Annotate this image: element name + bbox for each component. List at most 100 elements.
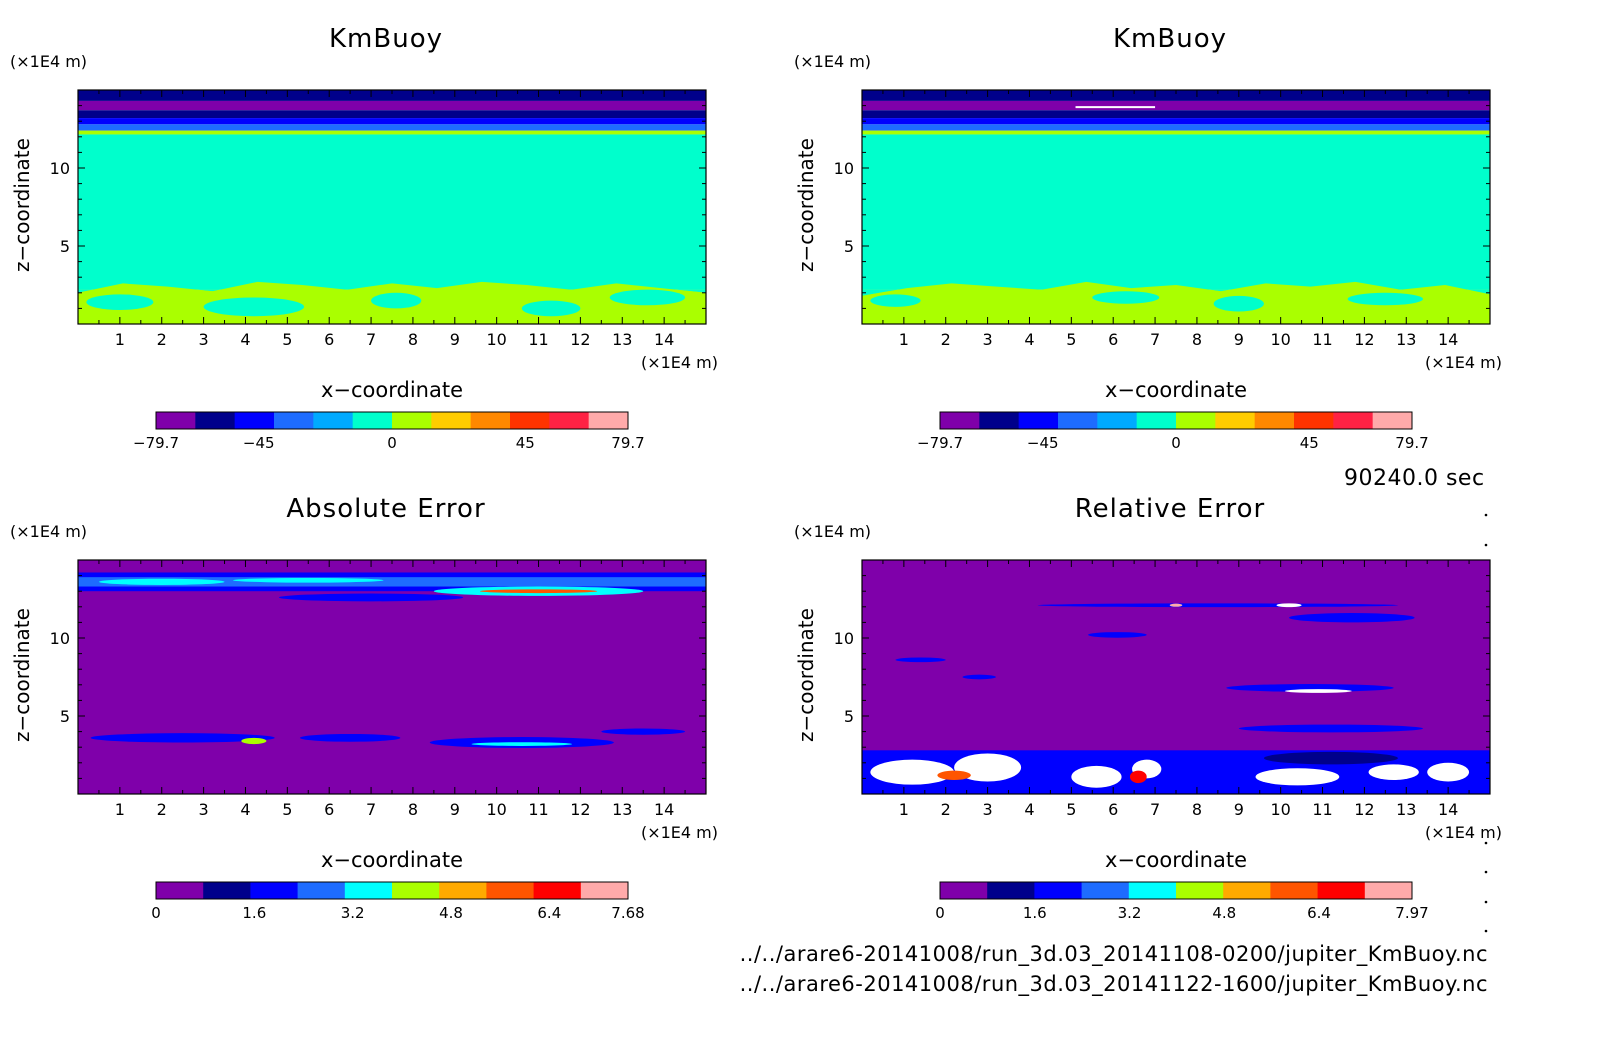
colorbar-swatch <box>1176 412 1216 429</box>
colorbar-swatch <box>274 412 314 429</box>
colorbar-swatch <box>1364 882 1413 899</box>
field-blob <box>1169 603 1183 607</box>
field-blob <box>1213 295 1264 312</box>
field-blob <box>521 300 581 317</box>
colorbar-tick-label: −45 <box>1027 434 1059 452</box>
x-axis-label: x−coordinate <box>1105 378 1247 402</box>
file-path-1: ../../arare6-20141008/run_3d.03_20141108… <box>739 942 1488 966</box>
x-tick-label: 8 <box>1192 800 1202 819</box>
colorbar-swatch <box>1270 882 1319 899</box>
field-blob <box>1129 770 1147 784</box>
file-path-2: ../../arare6-20141008/run_3d.03_20141122… <box>739 972 1488 996</box>
colorbar-swatch <box>203 882 251 899</box>
colorbar-tick-label: 7.68 <box>611 904 644 922</box>
x-tick-label: 5 <box>1066 800 1076 819</box>
x-tick-label: 4 <box>1024 330 1034 349</box>
margin-dot <box>1484 513 1488 517</box>
field-blob <box>479 589 598 594</box>
y-axis-label: z−coordinate <box>794 138 818 272</box>
field-band <box>78 577 706 587</box>
y-axis-label: z−coordinate <box>10 608 34 742</box>
field-blob <box>870 759 955 785</box>
field-blob <box>98 578 225 585</box>
colorbar-swatch <box>1018 412 1059 429</box>
colorbar-swatch <box>1136 412 1177 429</box>
colorbar-swatch <box>987 882 1035 899</box>
colorbar-swatch <box>1128 882 1177 899</box>
field-3 <box>78 560 706 794</box>
field-band <box>78 110 706 119</box>
x-tick-label: 5 <box>282 330 292 349</box>
y-tick-label: 5 <box>60 237 70 256</box>
field-blob <box>278 593 464 602</box>
colorbar-frame <box>155 881 629 900</box>
panel-title: KmBuoy <box>1113 24 1227 54</box>
x-axis-label: x−coordinate <box>321 848 463 872</box>
colorbar-swatch <box>533 882 582 899</box>
colorbar-tick-label: 7.97 <box>1395 904 1428 922</box>
colorbar-swatch <box>1215 412 1256 429</box>
x-tick-label: 5 <box>1066 330 1076 349</box>
field-band <box>862 124 1490 131</box>
x-tick-label: 10 <box>1270 330 1290 349</box>
colorbar-frame <box>155 411 629 430</box>
field-blob <box>471 742 573 746</box>
colorbar-frame <box>939 881 1413 900</box>
field-blob <box>1255 768 1340 786</box>
colorbar-swatch <box>156 882 204 899</box>
x-tick-label: 9 <box>1234 330 1244 349</box>
field-band <box>78 118 706 125</box>
field-blob <box>203 297 305 317</box>
field-band <box>862 130 1490 135</box>
field-blob <box>1427 762 1470 782</box>
x-tick-label: 3 <box>199 800 209 819</box>
field-blob <box>1071 765 1122 788</box>
field-blob <box>1238 724 1424 733</box>
colorbar-tick-label: 45 <box>516 434 535 452</box>
colorbar-tick-label: 79.7 <box>1395 434 1428 452</box>
colorbar-swatch <box>195 412 236 429</box>
colorbar-swatch <box>1254 412 1295 429</box>
x-tick-label: 2 <box>941 330 951 349</box>
panel-title: Relative Error <box>1075 494 1266 524</box>
colorbar-swatch <box>470 412 511 429</box>
colorbar-tick-label: 4.8 <box>1212 904 1236 922</box>
x-tick-label: 8 <box>1192 330 1202 349</box>
colorbar-tick-label: 6.4 <box>537 904 561 922</box>
x-tick-label: 14 <box>1438 330 1458 349</box>
colorbar-swatch <box>352 412 393 429</box>
colorbar-swatch <box>392 882 440 899</box>
panel-title: KmBuoy <box>329 24 443 54</box>
colorbar-swatch <box>1223 882 1271 899</box>
field-band <box>78 90 706 101</box>
colorbar-swatch <box>940 412 980 429</box>
x-tick-label: 2 <box>157 330 167 349</box>
colorbar-swatch <box>510 412 550 429</box>
colorbar-swatch <box>580 882 629 899</box>
colorbar-swatch <box>344 882 393 899</box>
x-tick-label: 13 <box>1396 800 1416 819</box>
field-blob <box>870 294 921 307</box>
x-tick-label: 5 <box>282 800 292 819</box>
field-blob <box>1368 764 1419 780</box>
y-unit-label: (×1E4 m) <box>794 52 871 71</box>
x-tick-label: 6 <box>324 800 334 819</box>
x-tick-label: 8 <box>408 800 418 819</box>
x-tick-label: 9 <box>1234 800 1244 819</box>
colorbar-swatch <box>250 882 299 899</box>
x-unit-label: (×1E4 m) <box>641 823 718 842</box>
field-band <box>862 118 1490 125</box>
colorbar-swatch <box>588 412 629 429</box>
colorbar-tick-label: 0 <box>935 904 945 922</box>
panel-title: Absolute Error <box>286 494 485 524</box>
y-axis-label: z−coordinate <box>794 608 818 742</box>
low-layer <box>862 281 1490 324</box>
field-1 <box>78 90 706 324</box>
x-tick-label: 13 <box>1396 330 1416 349</box>
field-blob <box>1037 603 1398 608</box>
colorbar-swatch <box>549 412 590 429</box>
x-tick-label: 3 <box>983 330 993 349</box>
colorbar-tick-label: 45 <box>1300 434 1319 452</box>
